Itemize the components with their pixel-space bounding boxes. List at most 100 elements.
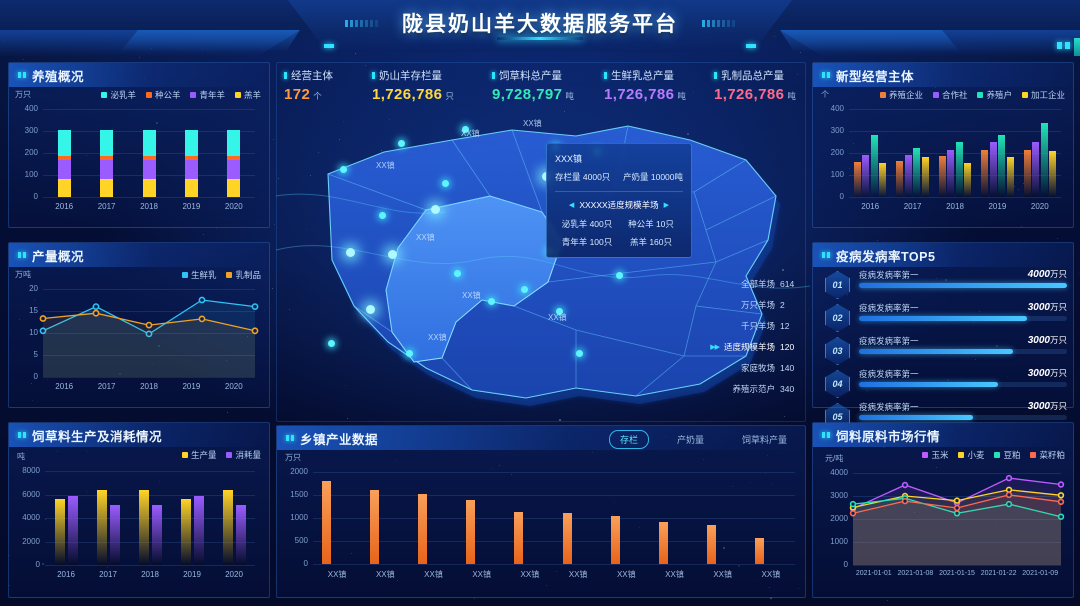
bar[interactable] <box>707 525 716 564</box>
map-marker[interactable] <box>488 298 495 305</box>
data-point[interactable] <box>1059 499 1064 504</box>
data-point[interactable] <box>199 316 204 321</box>
bar[interactable] <box>1049 151 1056 197</box>
bar-segment[interactable] <box>143 130 156 156</box>
map-stat-row[interactable]: 千只羊场 12 <box>710 320 806 332</box>
township-tab-group[interactable]: 存栏 产奶量 饲草料产量 <box>609 430 797 449</box>
disease-rank-row[interactable]: 04 疫病发病率第一 3000万只 <box>813 366 1073 399</box>
bar[interactable] <box>913 148 920 197</box>
map-stat-row[interactable]: ▶▶ 适度规模羊场 120 <box>710 341 806 353</box>
township-tab[interactable]: 产奶量 <box>667 431 714 448</box>
legend-item[interactable]: 加工企业 <box>1022 89 1065 101</box>
bar[interactable] <box>152 505 162 565</box>
legend-item[interactable]: 泌乳羊 <box>101 89 136 101</box>
bar[interactable] <box>181 499 191 565</box>
bar[interactable] <box>194 496 204 565</box>
bar[interactable] <box>110 505 120 565</box>
bar[interactable] <box>862 155 869 197</box>
bar[interactable] <box>755 538 764 564</box>
township-tab[interactable]: 饲草料产量 <box>732 431 797 448</box>
bar-segment[interactable] <box>58 156 71 159</box>
data-point[interactable] <box>903 499 908 504</box>
bar[interactable] <box>939 156 946 197</box>
bar[interactable] <box>418 494 427 564</box>
map-marker-active[interactable] <box>366 305 375 314</box>
map-stat-row[interactable]: 万只羊场 2 <box>710 299 806 311</box>
map-stat-row[interactable]: 养殖示范户 340 <box>710 383 806 395</box>
bar[interactable] <box>97 490 107 565</box>
data-point[interactable] <box>1007 476 1012 481</box>
bar[interactable] <box>896 161 903 197</box>
map-stat-row[interactable]: 全部羊场 614 <box>710 278 806 290</box>
data-point[interactable] <box>93 311 98 316</box>
data-point[interactable] <box>955 498 960 503</box>
bar[interactable] <box>1007 157 1014 197</box>
map-stat-row[interactable]: 家庭牧场 140 <box>710 362 806 374</box>
bar-segment[interactable] <box>143 160 156 180</box>
bar[interactable] <box>139 490 149 565</box>
bar-segment[interactable] <box>100 179 113 197</box>
map-marker-active[interactable] <box>346 248 355 257</box>
bar[interactable] <box>990 142 997 197</box>
data-point[interactable] <box>146 323 151 328</box>
data-point[interactable] <box>955 506 960 511</box>
bar-segment[interactable] <box>227 130 240 156</box>
bar[interactable] <box>563 513 572 564</box>
bar[interactable] <box>1041 123 1048 197</box>
bar-segment[interactable] <box>185 130 198 156</box>
map-marker[interactable] <box>454 270 461 277</box>
bar[interactable] <box>956 142 963 197</box>
bar[interactable] <box>964 163 971 197</box>
bar-segment[interactable] <box>100 156 113 159</box>
data-point[interactable] <box>252 304 257 309</box>
legend-item[interactable]: 羔羊 <box>235 89 261 101</box>
data-point[interactable] <box>93 304 98 309</box>
map-marker[interactable] <box>616 272 623 279</box>
map-marker-active[interactable] <box>431 205 440 214</box>
bar[interactable] <box>854 162 861 197</box>
township-tab[interactable]: 存栏 <box>609 430 649 449</box>
map-marker[interactable] <box>340 166 347 173</box>
data-point[interactable] <box>1007 493 1012 498</box>
map-marker[interactable] <box>521 286 528 293</box>
legend-item[interactable]: 消耗量 <box>226 449 261 461</box>
bar[interactable] <box>236 505 246 565</box>
bar[interactable] <box>659 522 668 564</box>
legend-item[interactable]: 养殖户 <box>977 89 1012 101</box>
data-point[interactable] <box>903 483 908 488</box>
bar[interactable] <box>871 135 878 197</box>
bar[interactable] <box>68 496 78 565</box>
bar-segment[interactable] <box>185 160 198 180</box>
data-point[interactable] <box>1059 493 1064 498</box>
bar-segment[interactable] <box>143 179 156 197</box>
bar-segment[interactable] <box>100 160 113 180</box>
legend-item[interactable]: 合作社 <box>933 89 968 101</box>
bar-segment[interactable] <box>58 160 71 180</box>
bar[interactable] <box>922 157 929 197</box>
bar[interactable] <box>514 512 523 564</box>
map-marker[interactable] <box>576 350 583 357</box>
data-point[interactable] <box>1007 487 1012 492</box>
bar-segment[interactable] <box>227 179 240 197</box>
legend-item[interactable]: 养殖企业 <box>880 89 923 101</box>
map-marker[interactable] <box>328 340 335 347</box>
map-marker[interactable] <box>398 140 405 147</box>
bar-segment[interactable] <box>58 179 71 197</box>
bar[interactable] <box>981 150 988 197</box>
disease-rank-row[interactable]: 03 疫病发病率第一 3000万只 <box>813 333 1073 366</box>
bar-segment[interactable] <box>100 130 113 156</box>
map-marker-active[interactable] <box>388 250 397 259</box>
bar[interactable] <box>55 499 65 565</box>
bar-segment[interactable] <box>58 130 71 156</box>
bar-segment[interactable] <box>227 156 240 159</box>
data-point[interactable] <box>851 511 856 516</box>
data-point[interactable] <box>851 502 856 507</box>
map-container[interactable]: XX镇 XX镇 XX镇 XX镇 XX镇 XX镇 XX镇 XXX镇 存栏量 400… <box>276 100 810 422</box>
bar[interactable] <box>879 163 886 197</box>
chevron-left-icon[interactable]: ◀ <box>569 201 574 209</box>
chevron-right-icon[interactable]: ▶ <box>664 201 669 209</box>
data-point[interactable] <box>1059 482 1064 487</box>
legend-item[interactable]: 生产量 <box>182 449 217 461</box>
legend-item[interactable]: 青年羊 <box>190 89 225 101</box>
bar[interactable] <box>322 481 331 564</box>
